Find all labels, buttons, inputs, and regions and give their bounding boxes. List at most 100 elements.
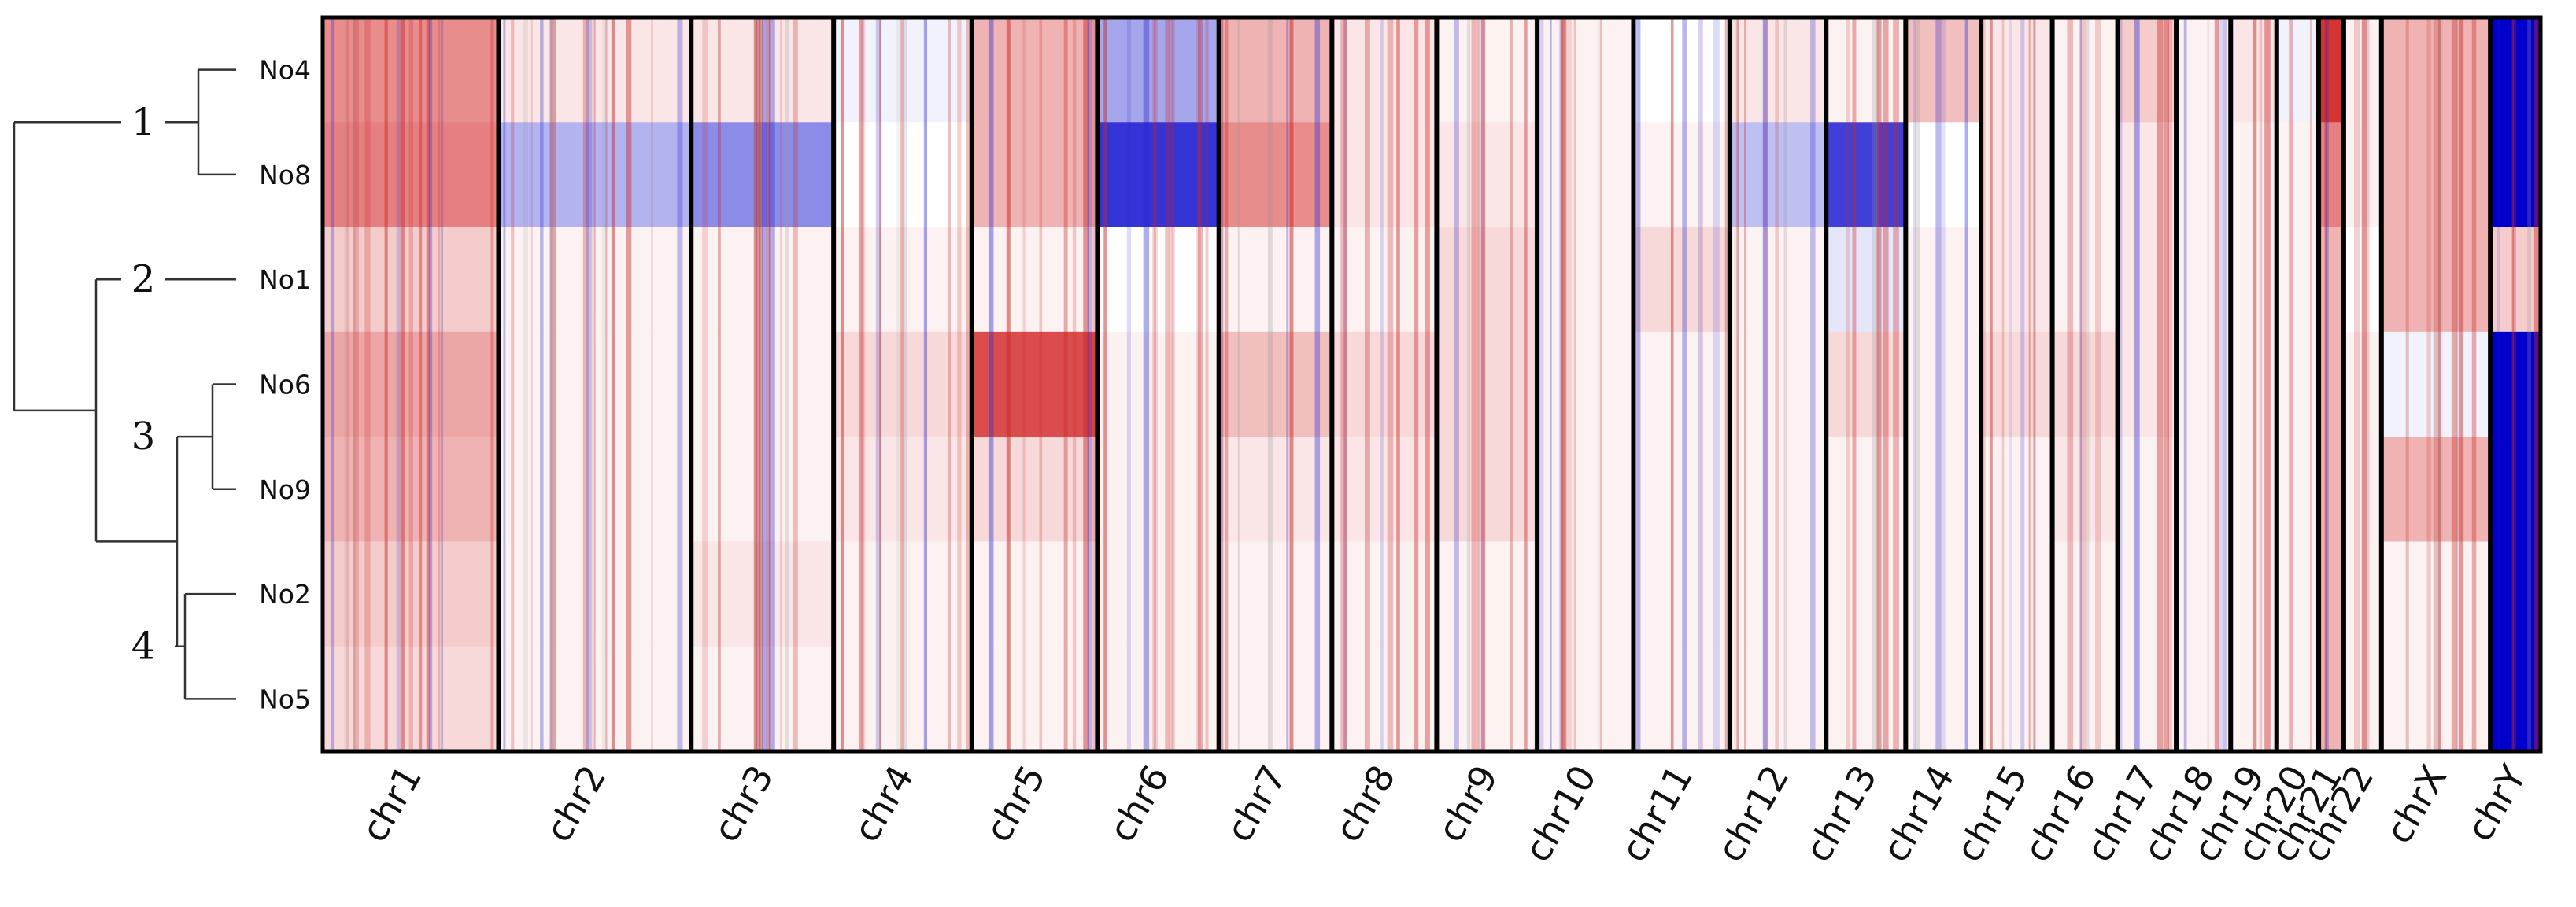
heatmap-cell-no2-chr6 — [1097, 541, 1219, 647]
texture-stripe — [1454, 17, 1459, 751]
heatmap-cell-no1-chr7 — [1218, 227, 1332, 333]
heatmap-cell-no1-chr12 — [1729, 227, 1827, 333]
texture-stripe — [550, 17, 556, 751]
texture-stripe — [1006, 17, 1010, 751]
sample-label-no4: No4 — [259, 55, 311, 86]
cluster-labels: 1 2 3 4 — [121, 100, 165, 669]
texture-stripe — [988, 17, 993, 751]
heatmap-cell-no8-chr14 — [1905, 122, 1982, 228]
texture-stripe — [2207, 17, 2210, 751]
chromosome-label-chr10: chr10 — [1516, 758, 1605, 869]
texture-stripe — [1537, 17, 1544, 751]
texture-stripe — [1364, 17, 1370, 751]
heatmap-cell-no4-chr12 — [1729, 17, 1827, 123]
sample-label-no8: No8 — [259, 160, 311, 190]
texture-stripe — [1883, 17, 1889, 751]
heatmap-cell-no1-chr21 — [2318, 227, 2344, 333]
heatmap-cell-no1-chr19 — [2230, 227, 2277, 333]
heatmap-cell-no9-chr6 — [1097, 437, 1219, 542]
texture-stripe — [396, 17, 401, 751]
texture-stripe — [793, 17, 798, 751]
texture-stripe — [780, 17, 782, 751]
sample-label-no6: No6 — [259, 370, 311, 400]
texture-stripe — [989, 17, 994, 751]
heatmap-cell-no1-chr5 — [971, 227, 1098, 333]
texture-stripe — [1480, 17, 1485, 751]
heatmap-cell-no6-chr15 — [1981, 331, 2053, 437]
heatmap-cell-no2-chr4 — [833, 541, 972, 647]
texture-stripe — [2218, 17, 2223, 751]
texture-stripe — [2497, 17, 2500, 751]
heatmap-cell-no2-chr11 — [1633, 541, 1730, 647]
texture-stripe — [2367, 17, 2370, 751]
texture-stripe — [948, 17, 952, 751]
heatmap-cell-no4-chr10 — [1537, 17, 1634, 123]
texture-stripe — [2223, 17, 2227, 751]
texture-stripe — [530, 17, 533, 751]
cluster-label-bg — [121, 415, 165, 459]
heatmap-cell-no9-chr1 — [323, 437, 499, 542]
texture-stripe — [428, 17, 433, 751]
heatmap-cell-no6-chr12 — [1729, 331, 1827, 437]
texture-stripe — [2119, 17, 2123, 751]
heatmap-cell-no4-chr19 — [2230, 17, 2277, 123]
texture-stripe — [2168, 17, 2173, 751]
heatmap-cell-no5-chr6 — [1097, 646, 1219, 752]
texture-stripe — [753, 17, 758, 751]
texture-stripe — [1063, 17, 1068, 751]
heatmap-cell-no2-chr5 — [971, 541, 1098, 647]
texture-stripe — [1846, 17, 1850, 751]
texture-stripe — [1343, 17, 1347, 751]
heatmap-cell-no9-chr22 — [2343, 437, 2382, 542]
heatmap-cell-no6-chr11 — [1633, 331, 1730, 437]
texture-stripe — [1343, 17, 1347, 751]
texture-stripe — [1380, 17, 1384, 751]
texture-stripe — [1126, 17, 1131, 751]
texture-stripe — [540, 17, 544, 751]
texture-stripe — [966, 17, 970, 751]
texture-stripe — [1764, 17, 1768, 751]
chromosome-label-chrX: chrX — [2377, 758, 2455, 851]
texture-stripe — [1221, 17, 1225, 751]
chromosome-labels: chr1 chr2 chr3 chr4 chr5 chr6 chr7 chr8 chr9 chr1… — [353, 758, 2535, 869]
chromosome-label-chr8: chr8 — [1326, 758, 1403, 850]
heatmap-cell-no2-chr20 — [2276, 541, 2319, 647]
texture-stripe — [957, 17, 962, 751]
texture-stripe — [1713, 17, 1720, 751]
heatmap-cell-no9-chr21 — [2318, 437, 2344, 542]
heatmap-texture — [331, 17, 2540, 751]
texture-stripe — [2020, 17, 2025, 751]
heatmap-cell-no6-chrY — [2490, 331, 2541, 437]
heatmap-cell-no5-chr7 — [1218, 646, 1332, 752]
heatmap-cell-no5-chrY — [2490, 646, 2541, 752]
texture-stripe — [1573, 17, 1576, 751]
chromosome-label-chr2: chr2 — [537, 758, 614, 850]
texture-stripe — [1762, 17, 1765, 751]
texture-stripe — [1343, 17, 1347, 751]
heatmap-cell-no5-chr2 — [498, 646, 692, 752]
heatmap-cell-no4-chrX — [2381, 17, 2491, 123]
heatmap-cell-no1-chr22 — [2343, 227, 2382, 333]
texture-stripe — [2426, 17, 2431, 751]
texture-stripe — [1913, 17, 1916, 751]
sample-label-no2: No2 — [259, 579, 311, 610]
heatmap-cell-no1-chr6 — [1097, 227, 1219, 333]
texture-stripe — [1196, 17, 1201, 751]
cluster-label-bg — [121, 100, 165, 145]
heatmap-cell-no4-chr5 — [971, 17, 1098, 123]
heatmap-cell-no8-chr7 — [1218, 122, 1332, 228]
texture-stripe — [923, 17, 928, 751]
texture-stripe — [841, 17, 844, 751]
heatmap-cell-no5-chrX — [2381, 646, 2491, 752]
heatmap-cell-no1-chr20 — [2276, 227, 2319, 333]
heatmap-cell-no6-chr8 — [1332, 331, 1437, 437]
heatmap-cell-no5-chr3 — [691, 646, 834, 752]
texture-stripe — [1288, 17, 1292, 751]
texture-stripe — [1083, 17, 1090, 751]
heatmap-cell-no2-chr16 — [2052, 541, 2118, 647]
texture-stripe — [2324, 17, 2329, 751]
heatmap-cell-no1-chr14 — [1905, 227, 1982, 333]
heatmap-cell-no1-chr2 — [498, 227, 692, 333]
texture-stripe — [2157, 17, 2164, 751]
heatmap-cell-no6-chr9 — [1436, 331, 1538, 437]
